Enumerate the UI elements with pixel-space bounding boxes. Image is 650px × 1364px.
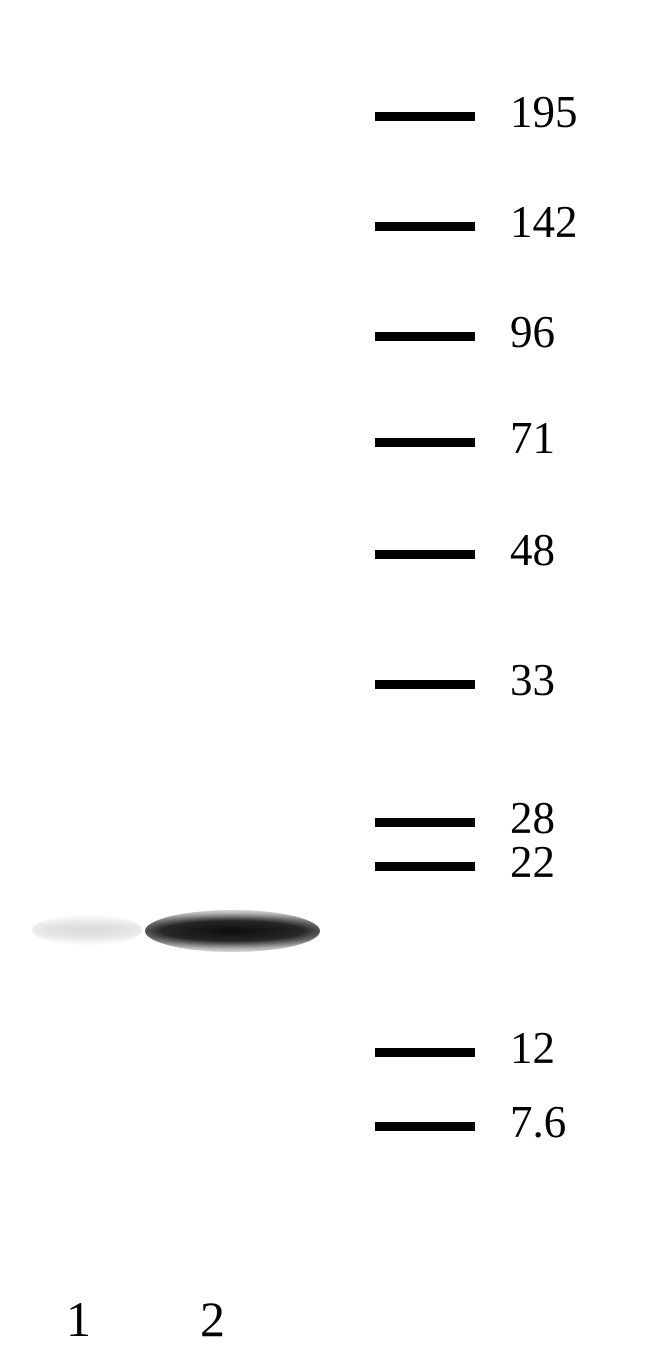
marker-line-12 <box>375 1048 475 1057</box>
marker-label-48: 48 <box>510 524 555 576</box>
marker-line-33 <box>375 680 475 689</box>
lane-label-1: 1 <box>66 1290 91 1348</box>
marker-label-96: 96 <box>510 306 555 358</box>
western-blot-image: 195142967148332822127.612 <box>0 0 650 1364</box>
marker-label-7.6: 7.6 <box>510 1096 566 1148</box>
marker-line-195 <box>375 112 475 121</box>
marker-line-28 <box>375 818 475 827</box>
marker-line-71 <box>375 438 475 447</box>
marker-line-96 <box>375 332 475 341</box>
marker-line-7.6 <box>375 1122 475 1131</box>
marker-line-48 <box>375 550 475 559</box>
marker-line-22 <box>375 862 475 871</box>
marker-label-195: 195 <box>510 86 578 138</box>
marker-label-12: 12 <box>510 1022 555 1074</box>
lane-label-2: 2 <box>200 1290 225 1348</box>
marker-label-71: 71 <box>510 412 555 464</box>
gel-band-lane-2 <box>145 910 320 952</box>
marker-label-33: 33 <box>510 654 555 706</box>
marker-label-22: 22 <box>510 836 555 888</box>
marker-label-142: 142 <box>510 196 578 248</box>
gel-band-lane-1 <box>32 915 142 945</box>
marker-line-142 <box>375 222 475 231</box>
